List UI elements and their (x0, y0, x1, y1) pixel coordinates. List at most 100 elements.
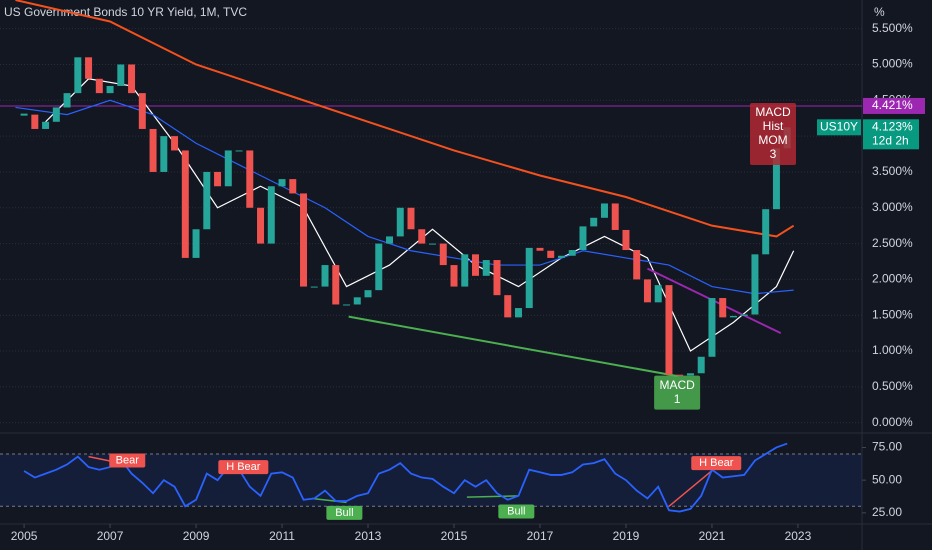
candle (719, 298, 727, 318)
candle (568, 250, 576, 256)
last-price-label: 4.123% (872, 119, 913, 133)
countdown-label: 12d 2h (872, 133, 909, 147)
candle (697, 356, 705, 374)
candle (246, 150, 254, 208)
rsi-label-box (691, 456, 742, 471)
candle (214, 171, 222, 187)
candle (622, 229, 630, 251)
y-tick-label: 2.500% (872, 236, 913, 250)
candle (418, 229, 426, 244)
candle (740, 314, 748, 316)
unit-label: % (874, 5, 885, 19)
candle (708, 298, 716, 357)
candle (106, 85, 114, 94)
candle (160, 136, 168, 172)
candle (128, 64, 136, 94)
annotation-text: 3 (770, 147, 777, 161)
x-tick-label: 2015 (441, 529, 468, 543)
candle (504, 295, 512, 318)
y-tick-label: 1.500% (872, 307, 913, 321)
rsi-label-box (109, 453, 146, 468)
candle (42, 121, 50, 129)
rsi-tick-label: 25.00 (872, 505, 902, 519)
level-tag (863, 97, 925, 114)
annotation-text: MACD (755, 105, 791, 119)
candle (557, 255, 565, 258)
candle (224, 150, 232, 187)
candle (396, 207, 404, 237)
rsi-label: Bull (335, 507, 353, 519)
candle (633, 250, 641, 280)
candle (461, 254, 469, 287)
candle (547, 250, 555, 258)
candle (600, 203, 608, 218)
annotation-text: Hist (763, 119, 784, 133)
candle (482, 260, 490, 276)
candle (450, 265, 458, 287)
candle (514, 308, 522, 318)
candle (772, 148, 780, 210)
annotation-text: MACD (659, 378, 695, 392)
rsi-label: H Bear (699, 457, 734, 469)
chart-title: US Government Bonds 10 YR Yield, 1M, TVC (4, 5, 247, 19)
rsi-tick-label: 75.00 (872, 440, 902, 454)
candle (117, 64, 125, 86)
candle (590, 217, 598, 227)
candle (300, 193, 308, 287)
x-tick-label: 2023 (785, 529, 812, 543)
candle (762, 209, 770, 255)
candle (579, 226, 587, 251)
candle (686, 373, 694, 376)
candle (643, 279, 651, 303)
y-tick-label: 5.500% (872, 21, 913, 35)
annotation-box (750, 102, 797, 165)
y-tick-label: 1.000% (872, 343, 913, 357)
candle (171, 136, 179, 151)
y-tick-label: 5.000% (872, 57, 913, 71)
rsi-label: H Bear (226, 461, 261, 473)
candle (192, 229, 200, 258)
annotation-text: 1 (674, 392, 681, 406)
x-tick-label: 2019 (613, 529, 640, 543)
candle (310, 286, 318, 288)
candle (343, 304, 351, 306)
candle (751, 254, 759, 315)
candle (472, 254, 479, 276)
x-tick-label: 2011 (269, 529, 295, 543)
candle (676, 374, 684, 376)
candle (181, 150, 189, 258)
y-tick-label: 3.000% (872, 200, 913, 214)
candle (321, 265, 329, 287)
symbol-label: US10Y (820, 119, 858, 133)
trend-line (348, 315, 678, 378)
y-tick-label: 2.000% (872, 272, 913, 286)
y-tick-label: 0.000% (872, 415, 913, 429)
annotation-text: MOM (758, 133, 787, 147)
candle (353, 297, 361, 305)
x-tick-label: 2017 (527, 529, 554, 543)
candle (429, 243, 436, 245)
moving-average (15, 99, 794, 295)
candle (407, 207, 415, 230)
candle (729, 315, 737, 318)
candle (278, 179, 286, 187)
x-tick-label: 2007 (97, 529, 124, 543)
candle (235, 150, 243, 152)
candle (375, 243, 383, 291)
candle (332, 265, 340, 305)
level-tag-label: 4.421% (872, 98, 913, 112)
candle (52, 107, 60, 122)
candle (257, 207, 265, 244)
candle (289, 179, 297, 194)
rsi-label: Bull (507, 505, 525, 517)
last-price-tag (863, 119, 919, 150)
rsi-label: Bear (116, 454, 140, 466)
candle (493, 260, 501, 296)
candle (525, 247, 533, 309)
rsi-divergence-line (466, 495, 519, 498)
candle (439, 243, 447, 266)
candle (138, 93, 146, 129)
candle (203, 171, 211, 230)
